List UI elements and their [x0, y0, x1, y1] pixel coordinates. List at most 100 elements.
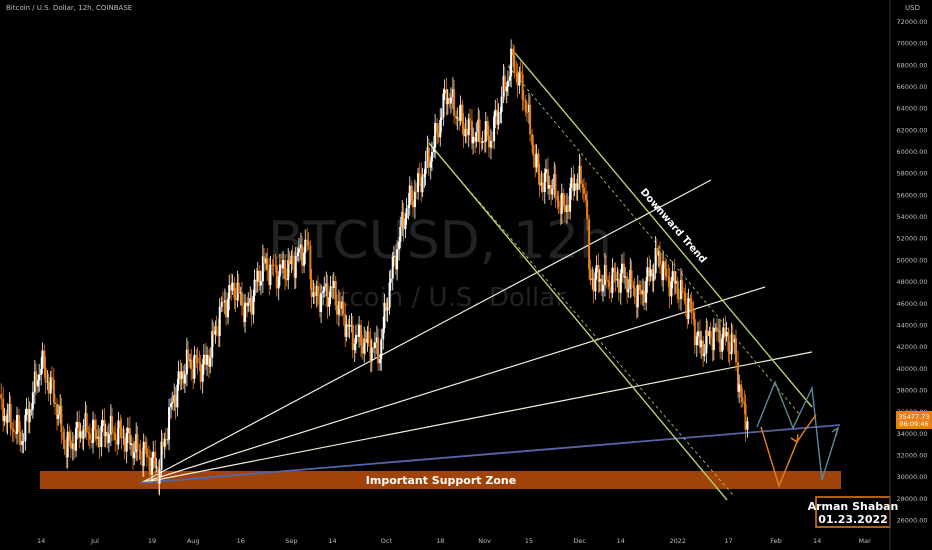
candle-body — [335, 281, 337, 305]
candle-body — [62, 432, 64, 439]
candle-body — [326, 283, 328, 306]
candle-body — [382, 328, 384, 339]
candle-body — [411, 186, 413, 201]
candle-body — [69, 432, 71, 441]
candle-body — [585, 194, 587, 200]
candle-body — [404, 218, 406, 229]
candle-body — [225, 300, 227, 317]
candle-body — [722, 327, 724, 338]
candle-body — [522, 74, 524, 99]
candle-body — [608, 282, 610, 287]
candle-body — [387, 308, 389, 311]
price-tick-label: 48000.00 — [896, 278, 927, 286]
price-tick-label: 64000.00 — [896, 105, 927, 113]
candle-body — [512, 49, 514, 56]
candle-body — [209, 358, 211, 367]
candle-body — [266, 259, 268, 270]
candle-body — [491, 141, 493, 142]
candle-body — [151, 458, 153, 475]
candle-body — [417, 173, 419, 192]
candle-body — [83, 430, 85, 439]
candle-body — [613, 268, 615, 272]
candle-body — [45, 368, 47, 383]
candle-body — [577, 183, 579, 189]
candle-body — [583, 188, 585, 194]
candle-body — [418, 173, 420, 174]
candle-body — [425, 161, 427, 174]
candle-body — [113, 433, 115, 434]
candle-body — [200, 364, 202, 382]
candle-body — [716, 328, 718, 331]
candle-body — [520, 71, 522, 74]
candle-body — [664, 261, 666, 268]
candle-body — [659, 251, 661, 264]
candle-body — [187, 350, 189, 361]
candle-body — [493, 116, 495, 141]
candle-body — [190, 360, 192, 370]
candle-body — [67, 432, 69, 458]
candle-body — [531, 134, 533, 145]
candle-body — [26, 409, 28, 415]
candle-body — [499, 112, 501, 113]
candle-body — [383, 303, 385, 329]
candle-body — [689, 298, 691, 301]
candle-body — [303, 253, 305, 266]
candle-body — [437, 133, 439, 137]
candle-body — [745, 404, 747, 430]
price-tick-label: 32000.00 — [896, 451, 927, 459]
time-tick-label: 14 — [813, 537, 821, 545]
candle-body — [193, 355, 195, 379]
candle-body — [409, 186, 411, 205]
candle-body — [94, 420, 96, 430]
candle-body — [396, 249, 398, 269]
candle-body — [746, 421, 748, 429]
candle-body — [683, 292, 685, 293]
candle-body — [501, 97, 503, 112]
candle-body — [285, 279, 287, 280]
candle-body — [167, 439, 169, 440]
candle-body — [374, 342, 376, 348]
candle-body — [155, 467, 157, 468]
candle-body — [323, 287, 325, 291]
candle-body — [507, 81, 509, 87]
candle-body — [54, 402, 56, 404]
candle-body — [526, 112, 528, 113]
candle-body — [740, 384, 742, 397]
candle-body — [181, 371, 183, 379]
candle-body — [703, 354, 705, 357]
candle-body — [195, 355, 197, 358]
candle-body — [456, 118, 458, 119]
candle-body — [51, 377, 53, 379]
candle-body — [605, 265, 607, 280]
candle-body — [53, 380, 55, 403]
candle-body — [154, 452, 156, 468]
candle-body — [497, 113, 499, 125]
candle-body — [567, 205, 569, 211]
candle-body — [311, 279, 313, 297]
candle-body — [309, 246, 311, 280]
candle-body — [472, 137, 474, 143]
candle-body — [211, 331, 213, 358]
candle-body — [392, 257, 394, 279]
candle-body — [31, 409, 33, 410]
candle-body — [10, 404, 12, 429]
candle-body — [50, 377, 52, 393]
candle-body — [693, 313, 695, 319]
candle-body — [678, 299, 680, 300]
candle-body — [630, 270, 632, 285]
candle-body — [171, 402, 173, 403]
candle-body — [599, 279, 601, 282]
price-tick-label: 50000.00 — [896, 256, 927, 264]
candle-body — [146, 448, 148, 457]
candle-body — [145, 442, 147, 449]
candle-body — [463, 124, 465, 137]
candle-body — [504, 76, 506, 92]
candle-body — [580, 166, 582, 184]
candle-body — [282, 260, 284, 268]
candle-body — [86, 413, 88, 432]
candle-body — [149, 458, 151, 475]
time-tick-label: 16 — [237, 537, 245, 545]
candle-body — [634, 288, 636, 297]
